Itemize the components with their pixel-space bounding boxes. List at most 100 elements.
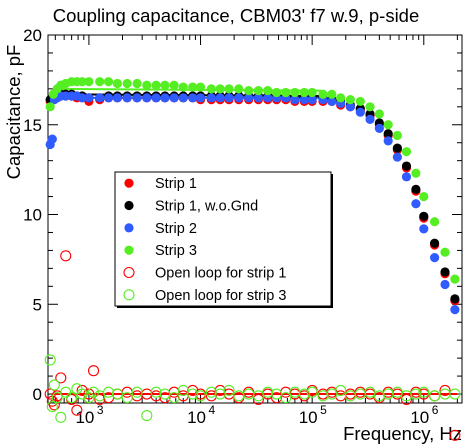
data-point	[84, 93, 94, 103]
data-point	[83, 388, 95, 400]
legend-label: Strip 3	[155, 243, 197, 259]
data-point	[47, 134, 57, 144]
data-point	[77, 77, 87, 87]
data-point	[234, 93, 244, 103]
data-marks	[44, 77, 461, 441]
data-point	[160, 93, 170, 103]
x-tick-label-exponent: 5	[320, 403, 327, 417]
data-point	[224, 93, 234, 103]
y-tick-label: 15	[23, 116, 42, 135]
data-point	[252, 390, 264, 402]
data-point	[280, 392, 292, 404]
data-point	[195, 93, 206, 103]
data-point	[392, 130, 402, 141]
data-point	[112, 93, 123, 103]
data-point	[317, 390, 329, 402]
data-point	[318, 89, 328, 99]
data-point	[418, 386, 430, 398]
data-point	[355, 96, 365, 107]
data-point	[95, 93, 105, 103]
data-point	[60, 250, 72, 262]
data-point	[392, 152, 402, 162]
data-point	[46, 401, 58, 413]
data-point	[306, 386, 318, 398]
data-point	[206, 84, 216, 94]
data-point	[84, 77, 94, 87]
data-point	[76, 388, 88, 400]
data-point	[401, 147, 412, 157]
data-point	[131, 386, 143, 398]
data-point	[439, 384, 451, 396]
data-point	[400, 393, 413, 405]
data-point	[449, 388, 461, 400]
data-point	[195, 82, 206, 92]
data-point	[103, 77, 114, 87]
x-tick-label: 10	[187, 408, 206, 427]
data-point	[142, 93, 152, 103]
data-point	[112, 78, 123, 89]
data-point	[178, 93, 188, 103]
data-point	[77, 93, 87, 103]
data-point	[345, 95, 355, 105]
data-point	[194, 390, 207, 402]
data-point	[440, 247, 450, 257]
data-point	[45, 102, 55, 112]
x-axis-label: Frequency, Hz	[343, 423, 462, 444]
data-point	[335, 384, 347, 396]
data-point	[224, 84, 234, 94]
data-point	[429, 390, 441, 402]
data-point	[215, 84, 225, 94]
data-point	[383, 129, 393, 139]
data-point	[244, 86, 254, 96]
data-point	[187, 388, 199, 400]
data-point	[298, 388, 310, 400]
data-point	[205, 390, 217, 402]
data-point	[159, 392, 171, 404]
data-point	[365, 102, 375, 112]
legend-marker	[123, 289, 135, 301]
data-point	[440, 279, 450, 290]
legend-label: Strip 1, w.o.Gnd	[155, 199, 258, 215]
data-point	[150, 390, 162, 402]
data-point	[253, 93, 264, 103]
x-tick-label-exponent: 3	[97, 403, 104, 417]
legend-label: Open loop for strip 3	[155, 288, 286, 304]
y-tick-label: 5	[33, 295, 42, 314]
data-point	[450, 305, 460, 315]
data-point	[401, 161, 412, 171]
legend-label: Strip 2	[155, 221, 197, 237]
data-point	[177, 384, 189, 396]
series-strip-3	[45, 77, 460, 284]
x-tick-label-exponent: 6	[432, 403, 439, 417]
chart-title: Coupling capacitance, CBM03' f7 w.9, p-s…	[53, 5, 420, 26]
data-point	[429, 252, 440, 263]
data-point	[336, 93, 346, 103]
data-point	[169, 80, 179, 90]
data-point	[411, 199, 421, 209]
data-point	[121, 392, 133, 404]
data-point	[263, 93, 273, 103]
data-point	[450, 274, 460, 284]
data-point	[327, 89, 337, 99]
data-point	[244, 93, 254, 103]
data-point	[160, 80, 170, 90]
data-point	[290, 95, 300, 105]
data-point	[290, 87, 300, 98]
data-point	[401, 172, 412, 182]
data-point	[151, 93, 161, 103]
data-point	[168, 392, 180, 404]
y-tick-label: 10	[23, 206, 42, 225]
data-point	[365, 114, 375, 124]
data-point	[103, 93, 114, 103]
data-point	[150, 386, 162, 398]
data-point	[262, 386, 274, 398]
data-point	[87, 365, 100, 377]
data-point	[188, 93, 198, 103]
data-point	[252, 393, 264, 405]
data-point	[327, 96, 337, 107]
legend-marker	[123, 266, 135, 279]
data-point	[263, 86, 273, 96]
data-point	[94, 393, 106, 405]
data-point	[355, 107, 365, 117]
legend-marker	[124, 223, 134, 233]
